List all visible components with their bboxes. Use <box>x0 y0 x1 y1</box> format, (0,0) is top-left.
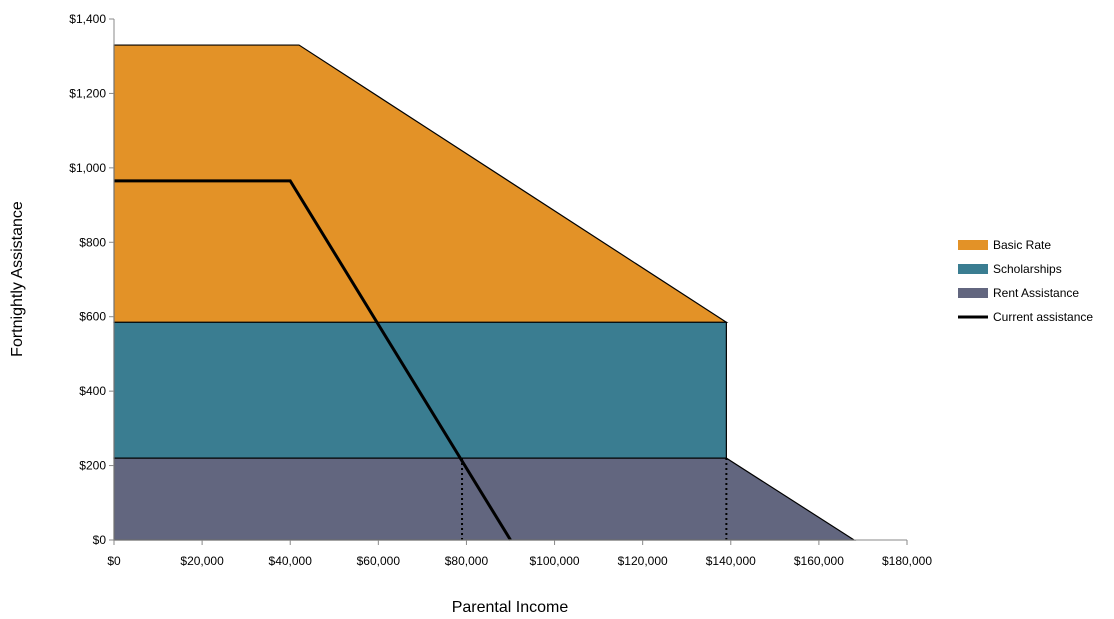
x-tick-label: $180,000 <box>882 554 932 568</box>
axes: $0 $200 $400 $600 $800 $1,000 $1,200 $1,400 $0 $2… <box>69 12 932 568</box>
rent-assistance-legend-swatch <box>958 288 988 298</box>
basic-rate-legend-label: Basic Rate <box>993 238 1051 252</box>
scholarships-legend-swatch <box>958 264 988 274</box>
x-tick-label: $160,000 <box>794 554 844 568</box>
y-axis-label: Fortnightly Assistance <box>9 201 26 357</box>
y-tick-label: $1,200 <box>69 86 106 100</box>
legend: Basic Rate Scholarships Rent Assistance Cur… <box>958 238 1093 324</box>
x-axis-label: Parental Income <box>452 599 569 616</box>
y-tick-label: $1,400 <box>69 12 106 26</box>
x-tick-label: $100,000 <box>530 554 580 568</box>
x-tick-label: $120,000 <box>618 554 668 568</box>
plot-area <box>113 44 857 541</box>
x-tick-label: $0 <box>107 554 121 568</box>
x-tick-label: $60,000 <box>357 554 401 568</box>
basic-rate-area <box>113 44 729 323</box>
y-tick-label: $0 <box>93 533 107 547</box>
x-tick-label: $80,000 <box>445 554 489 568</box>
y-tick-label: $200 <box>79 459 106 473</box>
x-tick-label: $40,000 <box>269 554 313 568</box>
x-tick-label: $140,000 <box>706 554 756 568</box>
y-tick-label: $1,000 <box>69 161 106 175</box>
basic-rate-legend-swatch <box>958 240 988 250</box>
y-tick-label: $400 <box>79 384 106 398</box>
x-tick-label: $20,000 <box>180 554 224 568</box>
rent-assistance-legend-label: Rent Assistance <box>993 286 1079 300</box>
current-assistance-legend-label: Current assistance <box>993 310 1093 324</box>
y-tick-label: $800 <box>79 235 106 249</box>
scholarships-legend-label: Scholarships <box>993 262 1062 276</box>
y-tick-label: $600 <box>79 310 106 324</box>
current-assistance-line <box>114 179 512 541</box>
